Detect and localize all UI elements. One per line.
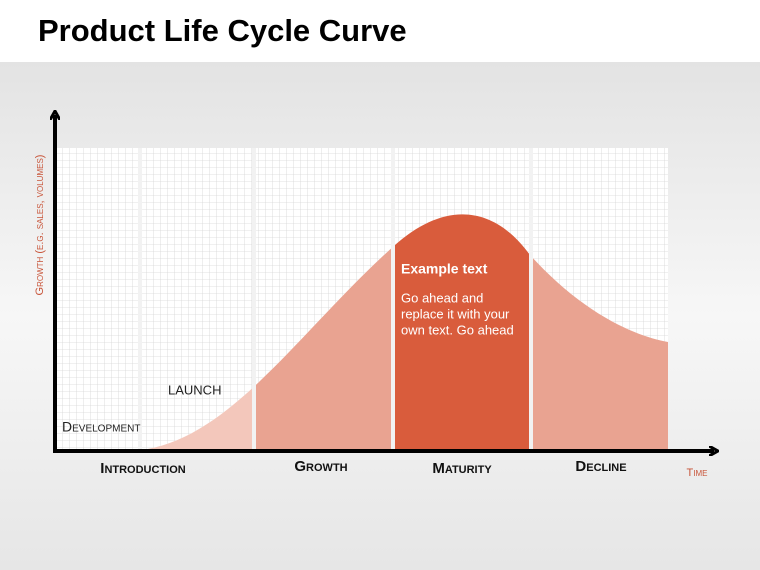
stage-label: Introduction [100,460,185,477]
x-axis-label: Time [687,467,708,479]
text-box-line: own text. Go ahead [401,322,514,337]
stage-label: Maturity [432,460,492,477]
title: Product Life Cycle Curve [38,13,407,48]
text-box-line: replace it with your [401,306,510,321]
text-box-heading: Example text [401,261,488,277]
y-axis-label: Growth (e.g. sales, volumes) [34,155,46,296]
launch-label: LAUNCH [168,382,221,397]
maturity-area [395,214,529,450]
title-band [0,0,760,62]
stage-label: Decline [575,458,626,475]
stage-dividers [138,148,533,450]
development-label: Development [62,419,140,435]
stage-label: Growth [294,458,347,475]
text-box-line: Go ahead and [401,290,483,305]
